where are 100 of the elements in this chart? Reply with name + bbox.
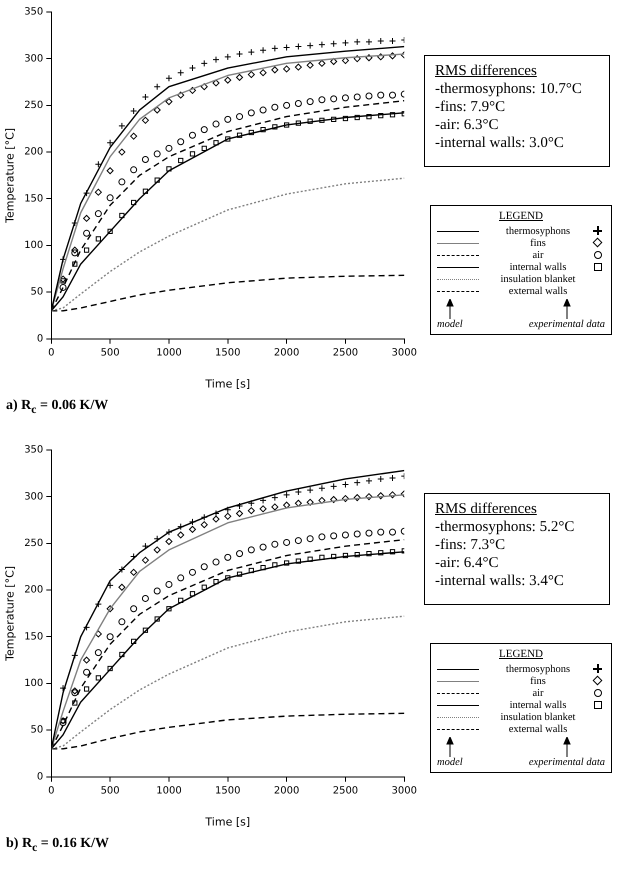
point [284,122,290,128]
point [106,139,114,146]
point [378,113,384,118]
point [390,549,396,554]
point [83,230,90,237]
point [83,668,90,676]
legend-label: insulation blanket [500,712,576,722]
point [154,616,160,622]
point [224,53,232,60]
point [142,594,149,602]
point [177,138,184,146]
point [106,633,114,640]
x-tick-label: 2500 [332,785,358,796]
y-tick-label: 250 [24,538,44,549]
point [318,496,326,504]
point [306,62,314,69]
point [248,546,255,554]
point [330,95,338,102]
point [236,113,244,120]
point [330,482,338,490]
y-tick-label: 350 [24,6,44,18]
point [212,516,220,523]
point [188,526,196,533]
text: -air: 6.3°C [435,116,500,134]
point [308,118,313,124]
point [236,510,244,517]
point [354,55,361,62]
x-tick-label: 1500 [215,785,241,796]
point [354,114,360,120]
y-tick-label: 200 [24,146,44,158]
x-tick-label: 2000 [274,347,300,358]
y-tick-label: 50 [30,724,44,736]
point [330,58,338,65]
point [190,151,196,157]
point [342,57,349,64]
text: fins [529,238,547,248]
x-tick-label: 1000 [156,347,182,358]
point [71,249,78,256]
point [318,96,326,104]
point [260,565,266,570]
point [94,210,102,218]
point [294,64,302,71]
point [377,492,384,500]
point [354,494,361,502]
point [378,550,384,556]
point [178,598,184,603]
point [118,178,126,186]
point [190,591,196,596]
point [224,116,232,123]
point [271,66,278,74]
point [260,127,266,132]
text: external walls [508,286,568,296]
point [389,92,396,99]
point [377,92,384,99]
point [225,575,230,581]
text: -internal walls: 3.4°C [435,572,565,590]
point [342,39,349,46]
point [118,148,126,156]
point [318,533,326,540]
point [96,236,101,242]
point [72,261,78,267]
point [154,546,161,554]
point [284,560,290,566]
point [365,530,372,537]
point [131,638,136,644]
point [72,700,78,706]
point [224,512,232,520]
point [248,71,255,78]
point [389,528,396,536]
point [342,552,348,558]
point [354,479,361,486]
y-tick-label: 150 [24,193,44,204]
point [142,628,148,633]
point [365,38,372,46]
point [366,551,372,556]
point [296,120,301,126]
point [366,114,372,120]
point [177,531,184,538]
point [248,130,254,136]
y-tick-label: 100 [24,240,44,252]
point [118,618,126,626]
point [225,136,230,142]
y-tick-label: 50 [30,286,44,298]
point [224,554,232,561]
point [188,132,196,139]
point [342,495,349,502]
point [106,167,114,174]
point [294,100,302,108]
point [165,144,172,152]
point [318,484,326,492]
point [188,568,196,576]
point [271,44,278,52]
point [377,528,384,536]
point [224,76,232,84]
legend-label: insulation blanket [500,274,576,284]
legend-title: LEGEND [498,210,544,222]
point [83,656,90,664]
text: -air: 6.4°C [435,554,500,572]
y-tick-label: 200 [24,584,44,596]
y-tick-label: 0 [36,333,44,344]
